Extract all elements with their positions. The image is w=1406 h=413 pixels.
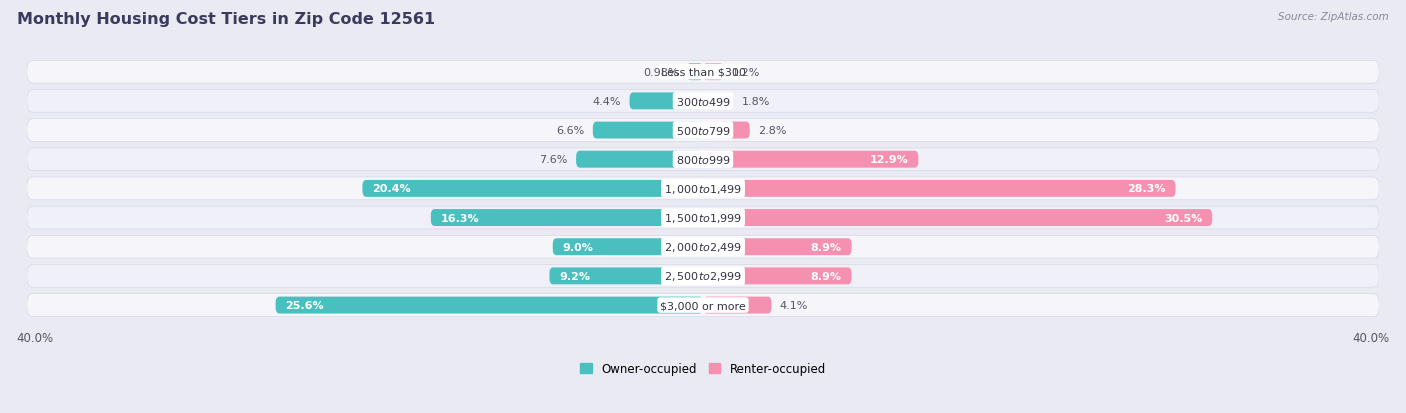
Text: 25.6%: 25.6%: [285, 300, 325, 310]
FancyBboxPatch shape: [576, 152, 703, 168]
Text: 9.0%: 9.0%: [562, 242, 593, 252]
Text: $500 to $799: $500 to $799: [675, 125, 731, 137]
FancyBboxPatch shape: [276, 297, 703, 314]
Text: $1,500 to $1,999: $1,500 to $1,999: [664, 211, 742, 225]
FancyBboxPatch shape: [630, 93, 703, 110]
Text: 8.9%: 8.9%: [811, 242, 842, 252]
FancyBboxPatch shape: [550, 268, 703, 285]
Text: 7.6%: 7.6%: [540, 155, 568, 165]
FancyBboxPatch shape: [703, 152, 918, 168]
Text: 1.2%: 1.2%: [731, 67, 759, 78]
FancyBboxPatch shape: [593, 122, 703, 139]
Text: 4.4%: 4.4%: [593, 97, 621, 107]
FancyBboxPatch shape: [430, 209, 703, 226]
Text: Source: ZipAtlas.com: Source: ZipAtlas.com: [1278, 12, 1389, 22]
FancyBboxPatch shape: [27, 206, 1379, 229]
FancyBboxPatch shape: [703, 268, 852, 285]
FancyBboxPatch shape: [703, 180, 1175, 197]
FancyBboxPatch shape: [703, 64, 723, 81]
FancyBboxPatch shape: [703, 239, 852, 256]
Text: 8.9%: 8.9%: [811, 271, 842, 281]
FancyBboxPatch shape: [553, 239, 703, 256]
Text: $300 to $499: $300 to $499: [675, 96, 731, 108]
Text: $2,500 to $2,999: $2,500 to $2,999: [664, 270, 742, 283]
Text: 2.8%: 2.8%: [758, 126, 786, 136]
Text: Less than $300: Less than $300: [661, 67, 745, 78]
FancyBboxPatch shape: [27, 294, 1379, 317]
Text: 20.4%: 20.4%: [373, 184, 411, 194]
FancyBboxPatch shape: [27, 119, 1379, 142]
FancyBboxPatch shape: [27, 148, 1379, 171]
FancyBboxPatch shape: [27, 236, 1379, 259]
FancyBboxPatch shape: [703, 209, 1212, 226]
FancyBboxPatch shape: [703, 93, 733, 110]
Text: 16.3%: 16.3%: [441, 213, 479, 223]
FancyBboxPatch shape: [27, 265, 1379, 287]
Legend: Owner-occupied, Renter-occupied: Owner-occupied, Renter-occupied: [575, 358, 831, 380]
Text: 1.8%: 1.8%: [741, 97, 769, 107]
Text: 12.9%: 12.9%: [869, 155, 908, 165]
Text: $3,000 or more: $3,000 or more: [661, 300, 745, 310]
FancyBboxPatch shape: [27, 178, 1379, 200]
Text: 9.2%: 9.2%: [560, 271, 591, 281]
Text: 0.98%: 0.98%: [643, 67, 678, 78]
FancyBboxPatch shape: [703, 122, 749, 139]
Text: 28.3%: 28.3%: [1128, 184, 1166, 194]
Text: $800 to $999: $800 to $999: [675, 154, 731, 166]
FancyBboxPatch shape: [686, 64, 703, 81]
FancyBboxPatch shape: [27, 90, 1379, 113]
Text: 30.5%: 30.5%: [1164, 213, 1202, 223]
Text: 4.1%: 4.1%: [780, 300, 808, 310]
Text: $1,000 to $1,499: $1,000 to $1,499: [664, 183, 742, 195]
FancyBboxPatch shape: [27, 61, 1379, 84]
Text: $2,000 to $2,499: $2,000 to $2,499: [664, 241, 742, 254]
FancyBboxPatch shape: [363, 180, 703, 197]
Text: 6.6%: 6.6%: [557, 126, 585, 136]
FancyBboxPatch shape: [703, 297, 772, 314]
Text: Monthly Housing Cost Tiers in Zip Code 12561: Monthly Housing Cost Tiers in Zip Code 1…: [17, 12, 434, 27]
